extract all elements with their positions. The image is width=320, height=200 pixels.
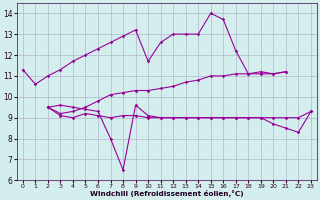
X-axis label: Windchill (Refroidissement éolien,°C): Windchill (Refroidissement éolien,°C) — [90, 190, 244, 197]
